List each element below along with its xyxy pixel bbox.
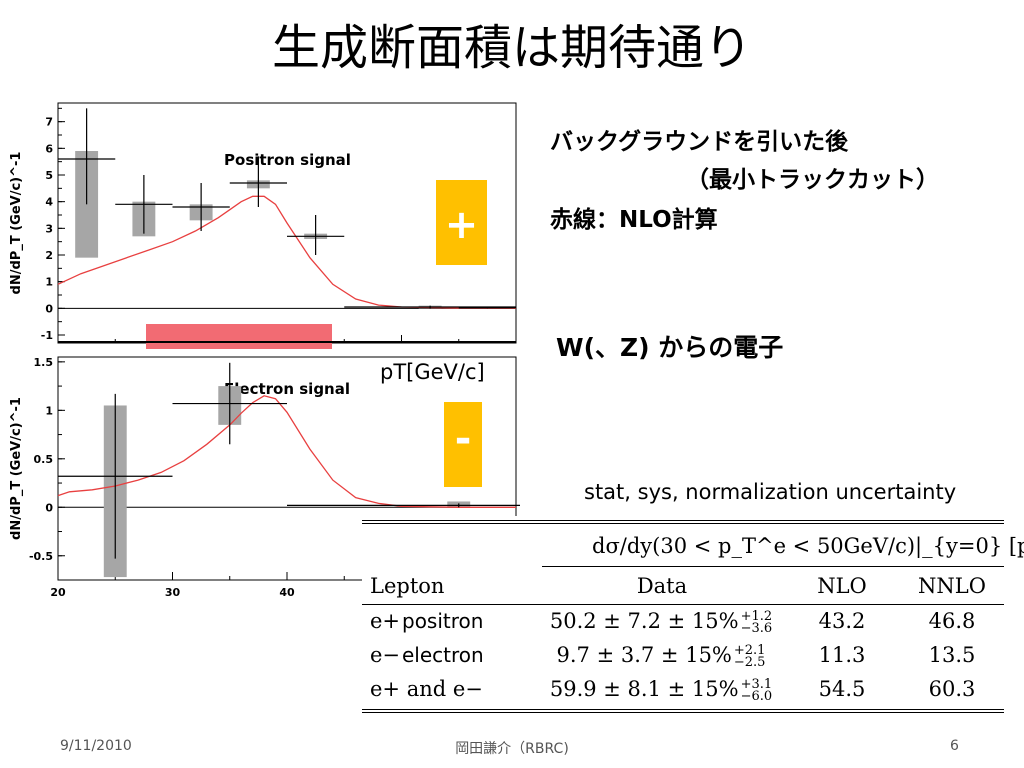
lepton-label: positron [402,609,484,633]
cross-section-table: dσ/dy(30 < p_T^e < 50GeV/c)|_{y=0} [pb] … [362,516,1024,716]
lepton-symbol: e+ [370,609,401,633]
y-tick-label: 1 [45,404,53,417]
x-tick-label: 40 [279,586,295,599]
sign-badge [436,180,487,265]
chart-panel-electron: -0.500.511.520304050dN/dP_T (GeV/c)^-1El… [9,356,631,599]
table-bottom-rule [362,709,1004,710]
table-top-rule [362,520,1004,521]
note-electron-source: W(、Z) からの電子 [556,333,784,362]
nlo-value: 54.5 [818,677,866,701]
y-axis-label: dN/dP_T (GeV/c)^-1 [9,397,24,540]
y-tick-label: 1 [45,276,53,289]
y-tick-label: 5 [45,169,53,182]
col-header-nnlo: NNLO [918,574,986,598]
y-tick-label: 3 [45,222,53,235]
y-tick-label: 1.5 [34,356,54,369]
nlo-value: 11.3 [818,643,866,667]
table-header-quantity: dσ/dy(30 < p_T^e < 50GeV/c)|_{y=0} [pb] [592,534,1024,558]
lepton-symbol: e+ and e− [370,677,483,701]
nnlo-value: 60.3 [928,677,976,701]
pt-axis-label: pT[GeV/c] [378,360,487,384]
nnlo-value: 13.5 [928,643,976,667]
chart-panel-positron: -1 0 1 2 3 4 5 6 7 dN/dP_T (GeV/c)^-1 Positron sig… [9,102,517,344]
data-value: 50.2 ± 7.2 ± 15% +1.2 −3.6 [549,608,773,636]
data-value: 9.7 ± 3.7 ± 15% +2.1 −2.5 [556,642,766,670]
table-bottom-rule-2 [362,712,1004,713]
col-header-data: Data [636,574,688,598]
lepton-label: electron [402,643,484,667]
slide-title: 生成断面積は期待通り [271,20,752,76]
y-tick-label: 0.5 [34,453,54,466]
y-tick-label: 0 [45,501,53,514]
note-red-line-nlo: 赤線：NLO計算 [550,207,718,233]
y-tick-label: -0.5 [29,550,53,563]
table-mid-rule [362,604,1004,605]
col-header-lepton: Lepton [370,574,445,598]
table-top-rule-2 [362,523,1004,524]
nlo-curve [57,395,516,508]
x-tick-label: 30 [165,586,181,599]
panel-title: Electron signal [224,380,350,398]
panel-title: Positron signal [224,151,351,169]
footer-date: 9/11/2010 [60,738,132,754]
chart-area: -1 0 1 2 3 4 5 6 7 dN/dP_T (GeV/c)^-1 Positron sig… [0,95,631,600]
nnlo-value: 46.8 [928,609,976,633]
y-tick-label: 2 [45,249,53,262]
y-tick-label: 7 [45,116,53,129]
x-tick-label: 20 [50,586,66,599]
y-tick-label: 4 [45,196,53,209]
y-tick-label: 6 [45,142,53,155]
nlo-value: 43.2 [818,609,866,633]
y-tick-label: 0 [45,302,53,315]
table-header-rule [542,566,1004,567]
nlo-curve [57,195,517,309]
note-minimum-track-cut: （最小トラックカット） [686,167,939,193]
note-background-subtracted: バックグラウンドを引いた後 [550,129,849,155]
footer-author: 岡田謙介（RBRC) [455,741,569,757]
data-value: 59.9 ± 8.1 ± 15% +3.1 −6.0 [549,676,773,704]
uncertainty-caption: stat, sys, normalization uncertainty [584,480,957,504]
sign-badge-label: + [445,202,479,248]
highlight-bar [146,324,332,349]
sign-badge-label: - [455,416,472,462]
y-axis-label: dN/dP_T (GeV/c)^-1 [9,152,24,295]
footer-page-number: 6 [950,738,959,754]
lepton-symbol: e− [370,643,401,667]
y-tick-label: -1 [41,329,53,342]
col-header-nlo: NLO [817,574,867,598]
sign-badge [444,402,482,487]
